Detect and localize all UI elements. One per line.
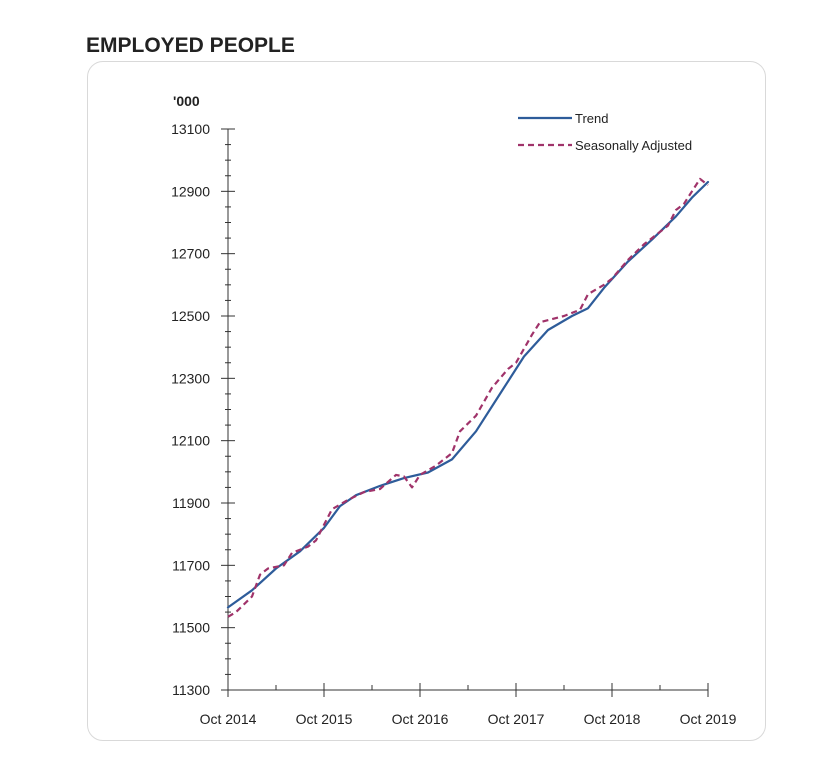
y-tick-label: 12300 <box>171 370 210 386</box>
y-tick-label: 11700 <box>172 557 210 573</box>
seasonally-adjusted-line <box>227 177 709 618</box>
chart-card <box>87 61 766 741</box>
x-tick-label: Oct 2017 <box>488 711 545 727</box>
legend: Trend Seasonally Adjusted <box>518 111 692 153</box>
y-tick-label: 12100 <box>171 433 210 449</box>
x-tick-label: Oct 2018 <box>584 711 641 727</box>
x-tick-label: Oct 2014 <box>200 711 257 727</box>
axes: 13100 12900 12700 12500 12300 12100 11900 11700… <box>171 121 737 727</box>
series-layer <box>226 177 710 618</box>
y-tick-label: 11500 <box>172 620 210 636</box>
y-tick-label: 11900 <box>172 495 210 511</box>
y-tick-label: 12500 <box>171 308 210 324</box>
y-tick-label: 11300 <box>172 682 210 698</box>
trend-line <box>226 180 710 609</box>
y-axis-unit-label: '000 <box>173 93 200 109</box>
x-tick-label: Oct 2019 <box>680 711 737 727</box>
y-tick-label: 12700 <box>171 246 210 262</box>
y-tick-label: 13100 <box>171 121 210 137</box>
page-title: EMPLOYED PEOPLE <box>86 34 295 57</box>
x-tick-label: Oct 2015 <box>296 711 353 727</box>
legend-label: Trend <box>575 111 608 126</box>
legend-label: Seasonally Adjusted <box>575 138 692 153</box>
x-tick-label: Oct 2016 <box>392 711 449 727</box>
y-tick-label: 12900 <box>171 183 210 199</box>
